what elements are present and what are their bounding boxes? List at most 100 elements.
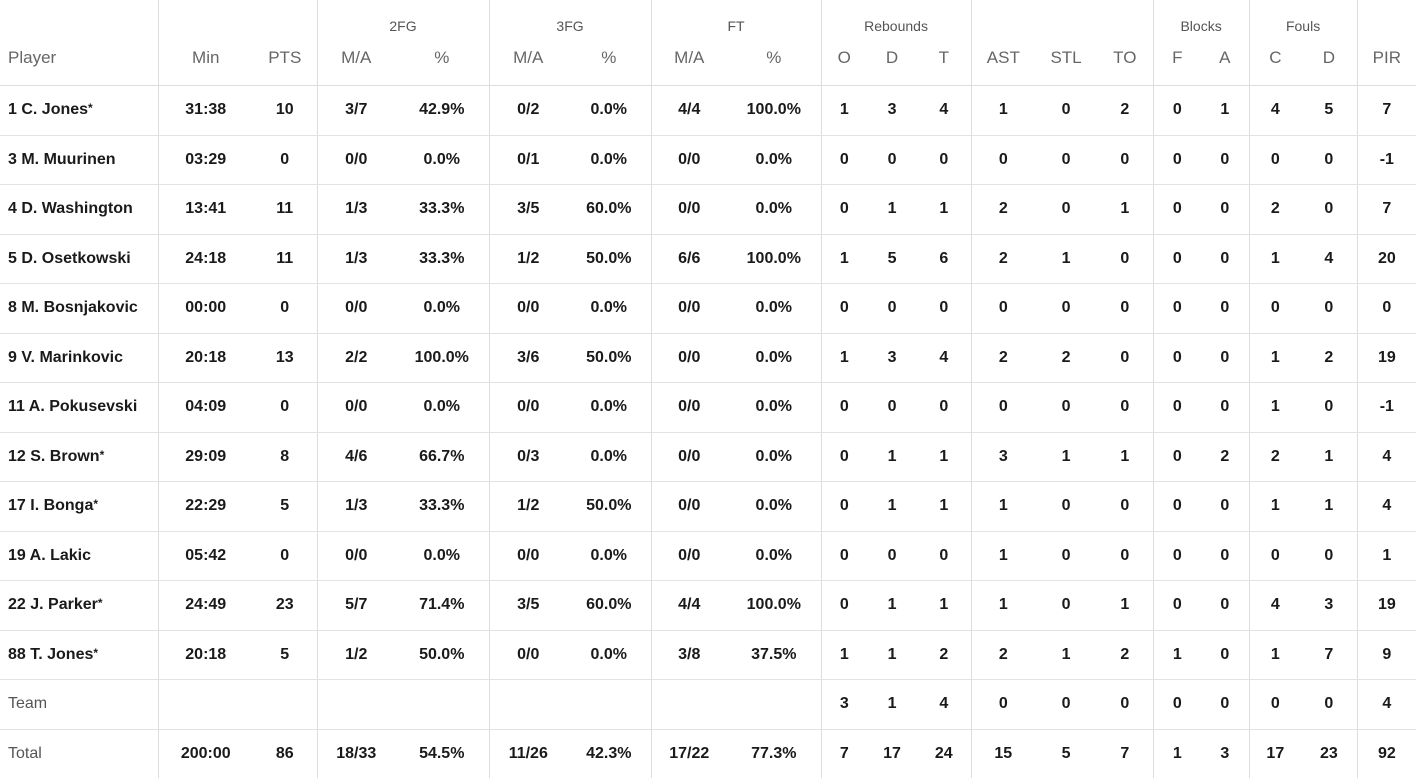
- stat-cell-fg2-made-attempted: 1/2: [317, 630, 395, 680]
- stat-cell-fg3-pct: 50.0%: [567, 234, 651, 284]
- stat-cell-reb-defensive: 1: [867, 482, 917, 532]
- stat-cell-blocks-for: 0: [1153, 135, 1201, 185]
- stat-cell-assists: 15: [971, 729, 1035, 778]
- stat-cell-blocks-for: 0: [1153, 333, 1201, 383]
- column-header-blocks-for[interactable]: F: [1153, 34, 1201, 86]
- player-name: Total: [8, 745, 42, 762]
- player-name: 3 M. Muurinen: [8, 151, 116, 168]
- stat-cell-turnovers: 1: [1097, 185, 1153, 235]
- column-header-pir[interactable]: PIR: [1357, 34, 1416, 86]
- stat-cell-assists: 1: [971, 86, 1035, 136]
- stat-cell-reb-total: 4: [917, 680, 971, 730]
- stat-cell-fg2-made-attempted: 4/6: [317, 432, 395, 482]
- player-name-cell[interactable]: 3 M. Muurinen: [0, 135, 158, 185]
- stat-cell-fouls-committed: 0: [1249, 680, 1301, 730]
- stat-cell-ft-made-attempted: 0/0: [651, 383, 727, 433]
- column-header-fg3-pct[interactable]: %: [567, 34, 651, 86]
- player-name-cell[interactable]: 17 I. Bonga*: [0, 482, 158, 532]
- column-header-assists[interactable]: AST: [971, 34, 1035, 86]
- stat-cell-min: 24:49: [158, 581, 253, 631]
- stat-cell-fg2-made-attempted: 0/0: [317, 531, 395, 581]
- stat-cell-steals: 0: [1035, 383, 1097, 433]
- stat-cell-fg2-pct: 0.0%: [395, 135, 489, 185]
- stat-cell-min: 04:09: [158, 383, 253, 433]
- stat-cell-ft-made-attempted: 0/0: [651, 284, 727, 334]
- player-name: 1 C. Jones: [8, 101, 88, 118]
- stat-cell-fg2-made-attempted: 0/0: [317, 135, 395, 185]
- stat-cell-fg2-made-attempted: 5/7: [317, 581, 395, 631]
- player-name-cell[interactable]: 22 J. Parker*: [0, 581, 158, 631]
- column-header-player[interactable]: Player: [0, 34, 158, 86]
- stat-cell-pir: -1: [1357, 383, 1416, 433]
- column-header-pts[interactable]: PTS: [253, 34, 317, 86]
- column-header-fg2-pct[interactable]: %: [395, 34, 489, 86]
- column-header-min[interactable]: Min: [158, 34, 253, 86]
- player-name: 88 T. Jones: [8, 646, 93, 663]
- stat-cell-pts: 11: [253, 234, 317, 284]
- column-header-blocks-against[interactable]: A: [1201, 34, 1249, 86]
- stat-cell-fg3-pct: 50.0%: [567, 333, 651, 383]
- stat-cell-reb-offensive: 7: [821, 729, 867, 778]
- column-header-fg2-made-attempted[interactable]: M/A: [317, 34, 395, 86]
- stat-cell-steals: 0: [1035, 482, 1097, 532]
- stat-cell-pir: 92: [1357, 729, 1416, 778]
- player-name-cell[interactable]: 1 C. Jones*: [0, 86, 158, 136]
- player-name-cell[interactable]: 9 V. Marinkovic: [0, 333, 158, 383]
- stat-cell-fg3-made-attempted: 3/5: [489, 581, 567, 631]
- player-name-cell[interactable]: 88 T. Jones*: [0, 630, 158, 680]
- column-header-reb-total[interactable]: T: [917, 34, 971, 86]
- player-name-cell: Total: [0, 729, 158, 778]
- player-name: Team: [8, 695, 47, 712]
- stat-cell-blocks-against: 0: [1201, 581, 1249, 631]
- column-header-ft-made-attempted[interactable]: M/A: [651, 34, 727, 86]
- column-header-ft-pct[interactable]: %: [727, 34, 821, 86]
- player-name-cell[interactable]: 5 D. Osetkowski: [0, 234, 158, 284]
- stat-cell-steals: 0: [1035, 135, 1097, 185]
- stat-cell-fouls-committed: 2: [1249, 185, 1301, 235]
- group-blocks: Blocks: [1153, 0, 1249, 34]
- stat-cell-fg3-pct: 0.0%: [567, 383, 651, 433]
- stat-cell-ft-made-attempted: 0/0: [651, 482, 727, 532]
- stat-cell-fg2-pct: 54.5%: [395, 729, 489, 778]
- stat-cell-pir: 19: [1357, 333, 1416, 383]
- column-header-fg3-made-attempted[interactable]: M/A: [489, 34, 567, 86]
- stat-cell-blocks-against: 0: [1201, 185, 1249, 235]
- stat-cell-fouls-committed: 1: [1249, 234, 1301, 284]
- stat-cell-steals: 0: [1035, 86, 1097, 136]
- stat-cell-fg3-made-attempted: 1/2: [489, 234, 567, 284]
- stat-cell-reb-offensive: 1: [821, 234, 867, 284]
- stat-cell-blocks-against: 0: [1201, 284, 1249, 334]
- player-name-cell[interactable]: 8 M. Bosnjakovic: [0, 284, 158, 334]
- stat-cell-blocks-against: 0: [1201, 234, 1249, 284]
- column-header-reb-offensive[interactable]: O: [821, 34, 867, 86]
- stat-cell-fouls-drawn: 0: [1301, 135, 1357, 185]
- stat-cell-min: 05:42: [158, 531, 253, 581]
- stat-cell-pts: 23: [253, 581, 317, 631]
- stat-cell-fg3-pct: 50.0%: [567, 482, 651, 532]
- stat-cell-fg3-made-attempted: 0/1: [489, 135, 567, 185]
- stat-cell-fouls-committed: 4: [1249, 581, 1301, 631]
- column-header-fouls-committed[interactable]: C: [1249, 34, 1301, 86]
- stat-cell-reb-offensive: 0: [821, 531, 867, 581]
- stat-cell-assists: 0: [971, 680, 1035, 730]
- stat-cell-fg2-pct: 0.0%: [395, 284, 489, 334]
- stat-cell-blocks-for: 0: [1153, 234, 1201, 284]
- column-header-fouls-drawn[interactable]: D: [1301, 34, 1357, 86]
- stat-cell-fg2-made-attempted: 1/3: [317, 185, 395, 235]
- column-header-reb-defensive[interactable]: D: [867, 34, 917, 86]
- player-name-cell[interactable]: 11 A. Pokusevski: [0, 383, 158, 433]
- player-name-cell[interactable]: 12 S. Brown*: [0, 432, 158, 482]
- stat-cell-reb-total: 1: [917, 482, 971, 532]
- player-name-cell[interactable]: 4 D. Washington: [0, 185, 158, 235]
- column-header-steals[interactable]: STL: [1035, 34, 1097, 86]
- column-header-turnovers[interactable]: TO: [1097, 34, 1153, 86]
- stat-cell-blocks-against: 3: [1201, 729, 1249, 778]
- player-name-cell[interactable]: 19 A. Lakic: [0, 531, 158, 581]
- stat-cell-fouls-drawn: 0: [1301, 284, 1357, 334]
- stat-cell-reb-offensive: 0: [821, 185, 867, 235]
